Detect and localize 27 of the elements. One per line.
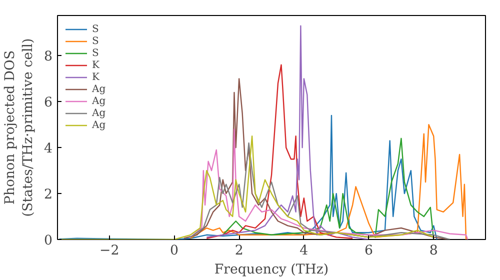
legend-label: K [92,71,101,83]
line-series [58,136,434,240]
x-tick-label: 2 [234,244,244,258]
legend-label: Ag [92,95,107,107]
y-tick-label: 6 [44,96,53,111]
line-series [206,64,354,239]
legend-label: S [92,35,100,47]
x-tick-label: 4 [300,244,308,258]
x-axis-title: Frequency (THz) [214,262,329,278]
x-tick-label: 0 [170,244,178,258]
x-tick-label: −2 [100,244,120,258]
legend-label: S [92,23,100,35]
legend-label: Ag [92,119,107,131]
y-tick-label: 2 [44,188,53,203]
line-series [190,142,450,240]
x-tick-label: 8 [429,244,438,258]
legend-label: Ag [92,83,107,95]
legend-label: Ag [92,107,107,119]
x-tick-label: 6 [364,244,374,258]
line-series [206,25,370,240]
y-tick-label: 8 [44,50,53,65]
y-tick-label: 0 [44,234,53,248]
line-series [222,138,434,240]
legend-label: S [92,47,100,59]
legend-label: K [92,59,101,71]
y-axis-title: Phonon projected DOS (States/THz·primitive cell) [3,38,36,217]
y-tick-label: 4 [44,142,53,157]
